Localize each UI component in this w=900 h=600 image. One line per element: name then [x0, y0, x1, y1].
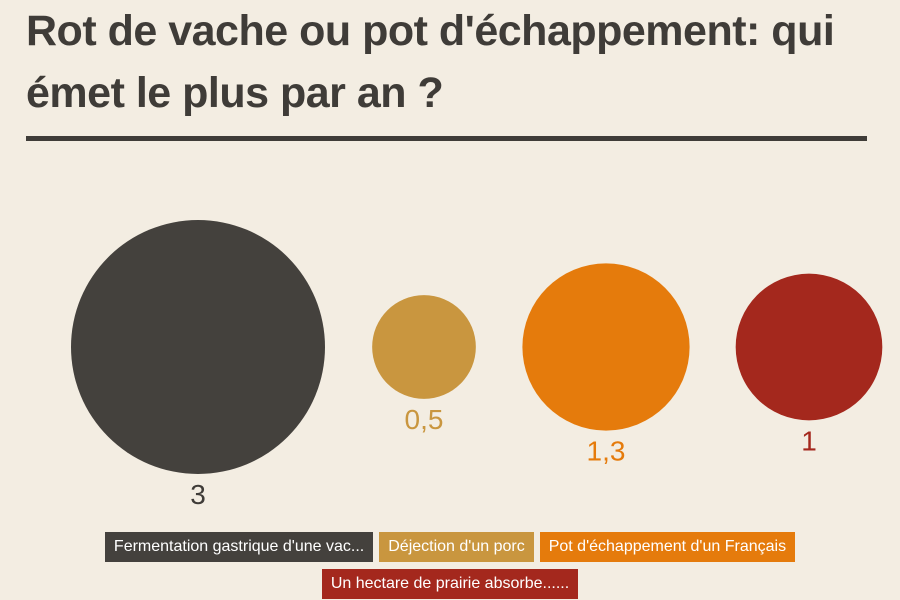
legend-item-1[interactable]: Fermentation gastrique d'une vac... — [104, 532, 374, 562]
bubble-4[interactable] — [735, 273, 883, 421]
bubble-3[interactable] — [522, 263, 690, 431]
value-label-3: 1,3 — [587, 436, 626, 467]
legend-item-3[interactable]: Pot d'échappement d'un Français — [539, 532, 796, 562]
bubble-1[interactable] — [71, 220, 325, 474]
bubble-2[interactable] — [372, 295, 476, 399]
value-label-2: 0,5 — [405, 404, 444, 435]
value-label-4: 1 — [801, 425, 817, 456]
bubble-chart: 3 0,5 1,3 1 — [71, 220, 883, 510]
title-divider — [26, 136, 867, 141]
legend-item-2[interactable]: Déjection d'un porc — [379, 532, 534, 562]
legend: Fermentation gastrique d'une vac... Déjec… — [60, 532, 840, 599]
chart-title: Rot de vache ou pot d'échappement: qui é… — [26, 7, 835, 117]
value-label-1: 3 — [190, 479, 206, 510]
legend-item-4[interactable]: Un hectare de prairie absorbe...... — [321, 569, 579, 599]
